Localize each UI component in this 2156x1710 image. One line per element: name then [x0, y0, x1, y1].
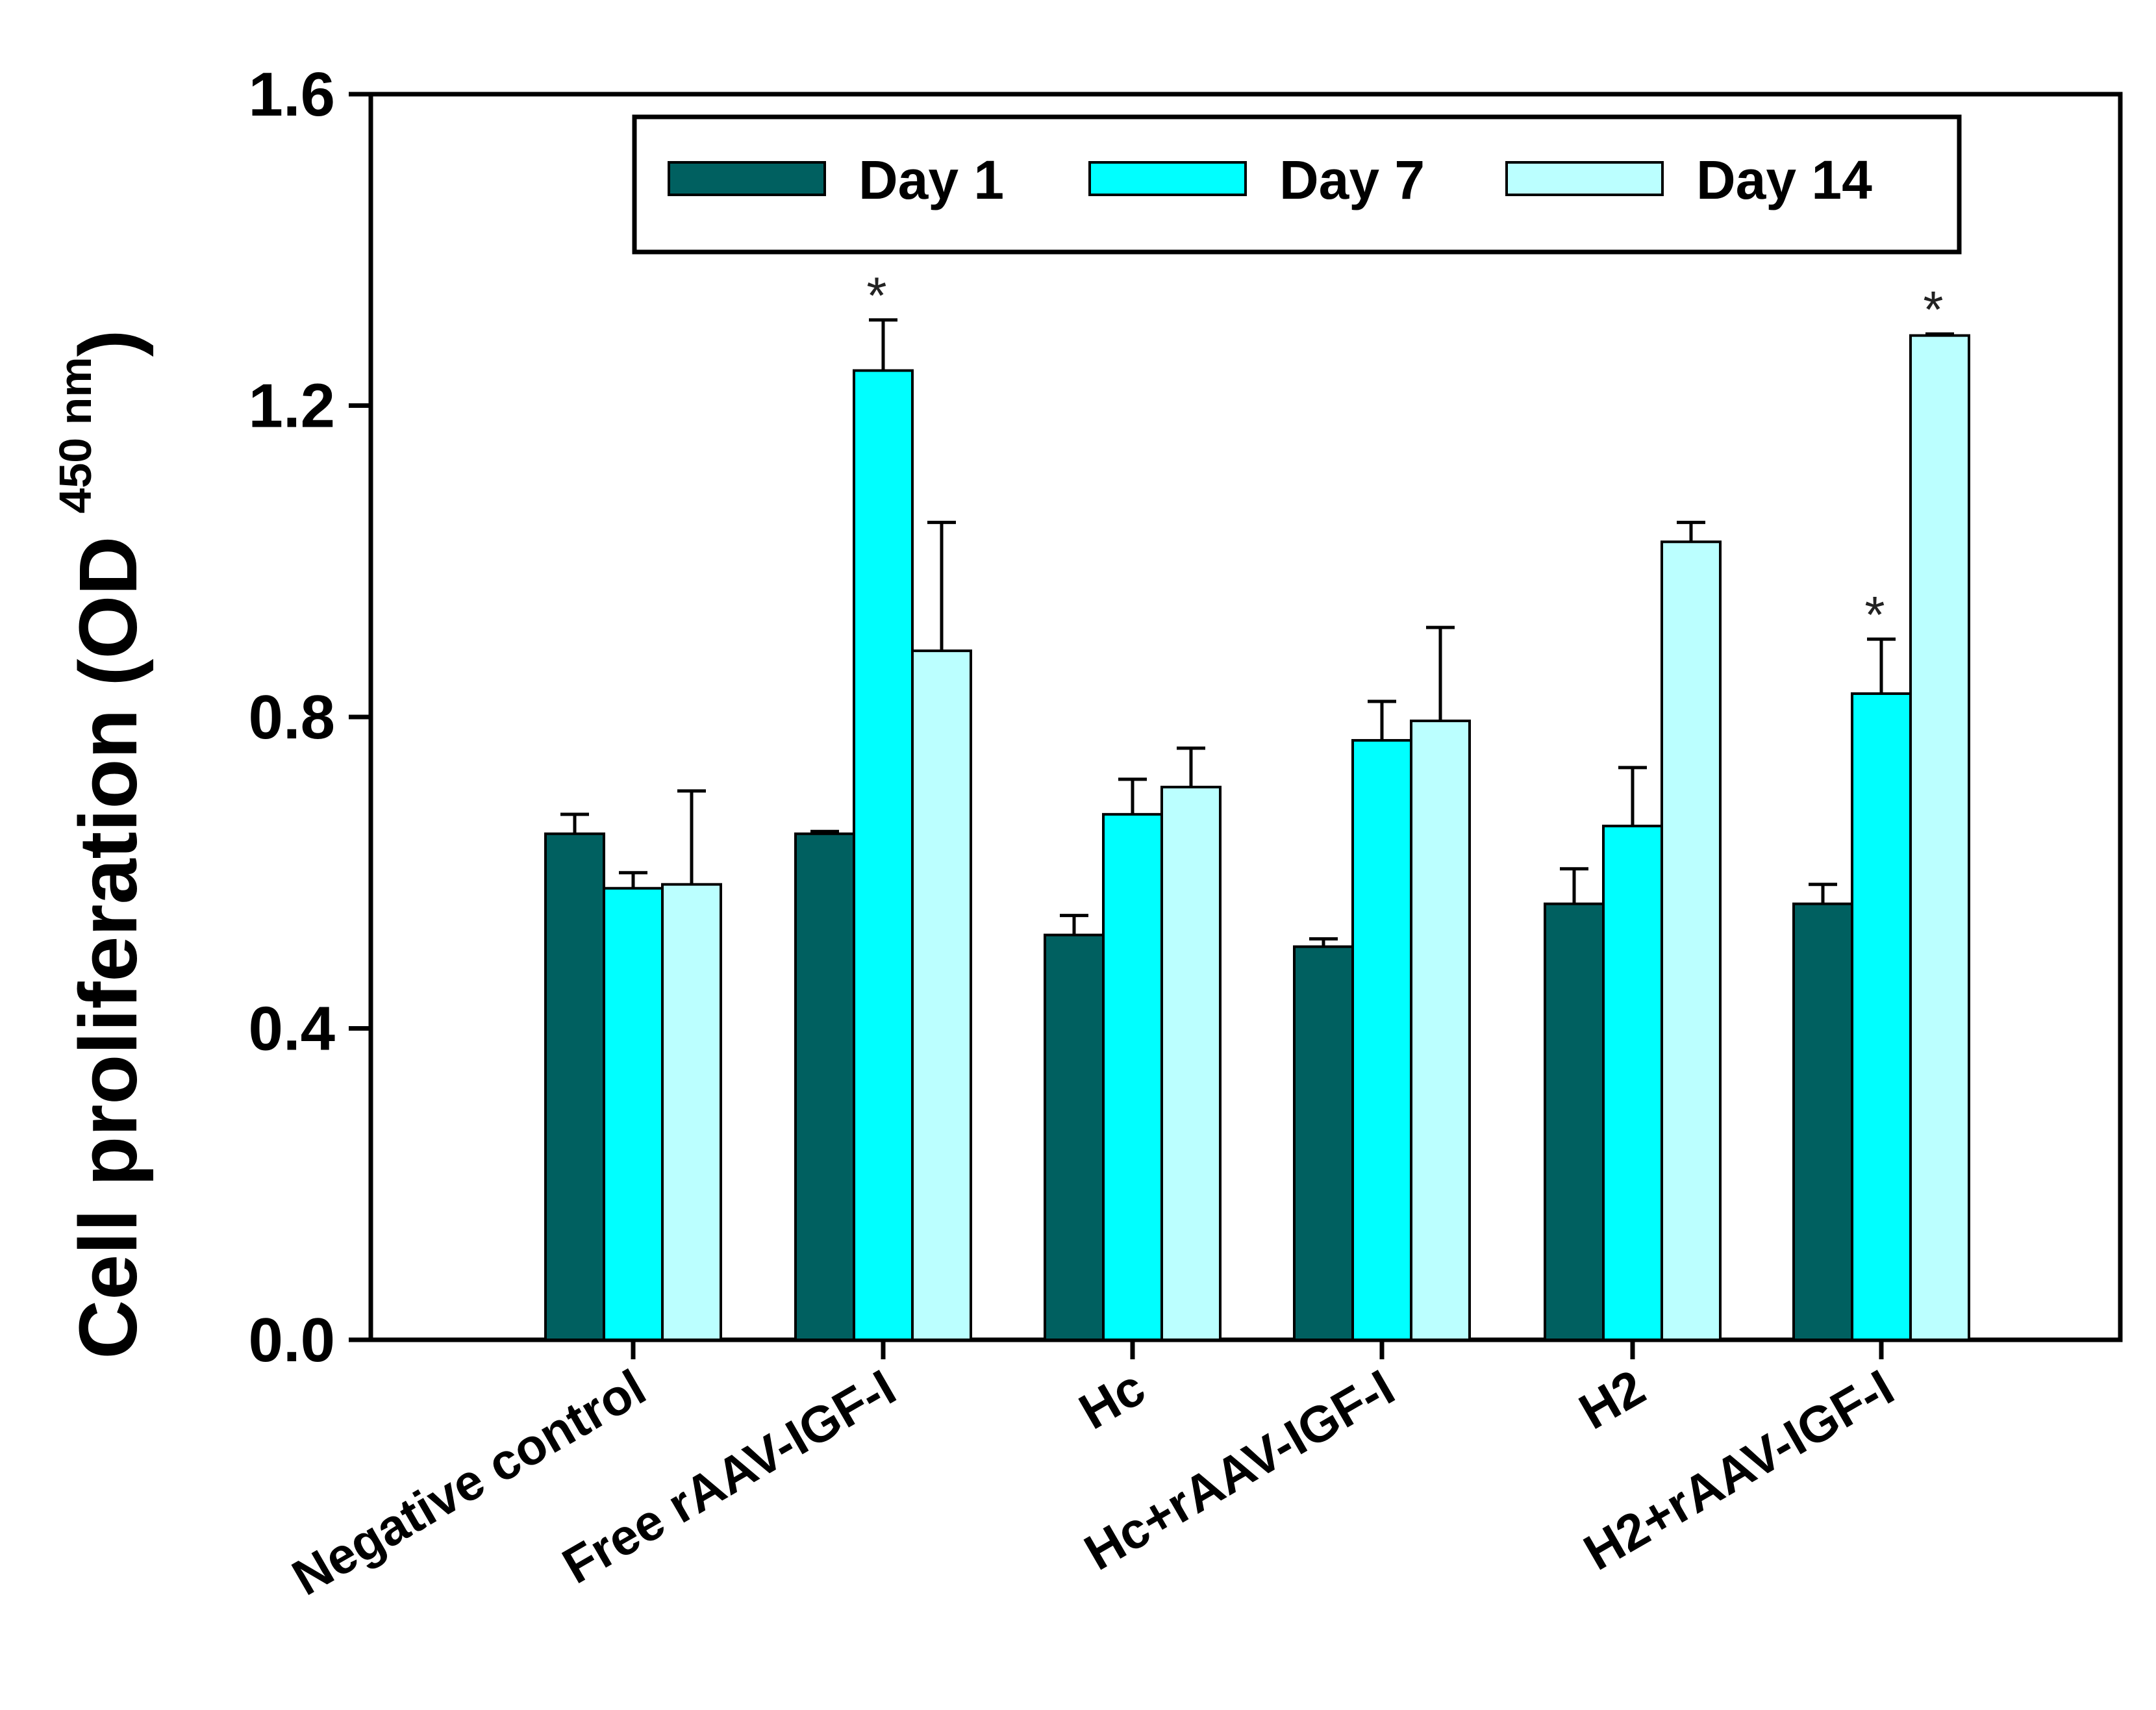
bar: [1909, 334, 1970, 1341]
y-axis-title-unit: 450 nm: [50, 357, 101, 513]
legend-label: Day 1: [859, 149, 1004, 210]
legend: Day 1 Day 7 Day 14: [632, 114, 1962, 255]
y-tick-label: 1.6: [249, 60, 335, 129]
bar: [1102, 812, 1163, 1341]
bar: [1602, 824, 1663, 1341]
legend-box: [632, 114, 1962, 255]
y-axis-title: Cell proliferation (OD 450 nm): [50, 329, 154, 1359]
y-axis-title-close: ): [62, 329, 154, 357]
significance-marker: *: [1923, 281, 1943, 338]
bar: [603, 886, 664, 1341]
y-axis-title-main: Cell proliferation (OD: [62, 514, 154, 1359]
x-category-label: Hc: [1070, 1359, 1154, 1440]
bar: [1544, 902, 1605, 1341]
bar: [794, 832, 855, 1341]
bar: [1160, 785, 1222, 1341]
y-tick-label: 0.4: [249, 994, 335, 1064]
y-axis-title-group: Cell proliferation (OD 450 nm): [50, 329, 154, 1359]
legend-label: Day 7: [1279, 149, 1425, 210]
bar: [544, 832, 605, 1341]
y-tick-label: 0.8: [249, 683, 335, 752]
significance-marker: *: [866, 267, 886, 325]
legend-swatch: [1088, 161, 1247, 196]
bar: [1410, 719, 1471, 1341]
bar: [1044, 933, 1105, 1341]
bar: [1351, 738, 1412, 1341]
legend-label: Day 14: [1696, 149, 1872, 210]
bar: [1792, 902, 1853, 1341]
legend-swatch: [668, 161, 826, 196]
bar: [1661, 540, 1722, 1341]
bar: [911, 649, 972, 1342]
y-tick-label: 1.2: [249, 371, 335, 441]
x-category-label: H2: [1570, 1359, 1654, 1440]
y-tick-label: 0.0: [249, 1305, 335, 1375]
bar: [1851, 692, 1912, 1341]
significance-marker: *: [1864, 586, 1885, 644]
bars-layer: * * *: [544, 267, 1970, 1342]
legend-swatch: [1505, 161, 1664, 196]
bar: [1293, 945, 1354, 1341]
bar: [661, 883, 722, 1341]
bar: [853, 369, 914, 1341]
y-axis-title-text: Cell proliferation (OD 450 nm): [50, 329, 154, 1359]
